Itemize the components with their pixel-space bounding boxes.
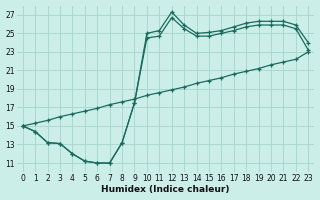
X-axis label: Humidex (Indice chaleur): Humidex (Indice chaleur) — [101, 185, 230, 194]
